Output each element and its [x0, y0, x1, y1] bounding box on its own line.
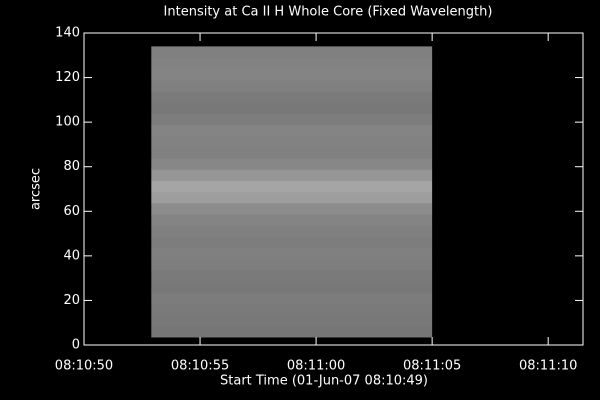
image-row — [151, 180, 433, 193]
image-row — [151, 146, 433, 159]
image-row — [151, 314, 433, 327]
y-tick-label: 40 — [63, 248, 80, 263]
x-tick-label: 08:11:00 — [287, 359, 345, 374]
y-tick-label: 20 — [63, 293, 80, 308]
image-row — [151, 247, 433, 260]
x-tick-label: 08:10:50 — [55, 359, 113, 374]
image-row — [151, 169, 433, 181]
image-row — [151, 191, 433, 204]
image-row — [151, 113, 433, 126]
image-row — [151, 46, 433, 59]
y-tick-label: 140 — [55, 26, 80, 41]
image-row — [151, 258, 433, 271]
y-axis-label: arcsec — [29, 168, 44, 210]
x-tick-label: 08:11:05 — [403, 359, 461, 374]
image-row — [151, 135, 433, 148]
image-row — [151, 79, 433, 92]
x-tick-label: 08:10:55 — [171, 359, 229, 374]
image-row — [151, 225, 433, 237]
image-row — [151, 236, 433, 249]
image-row — [151, 158, 433, 170]
image-row — [151, 57, 433, 70]
image-row — [151, 124, 433, 137]
plot-frame — [83, 32, 584, 346]
image-row — [151, 269, 433, 282]
y-tick-label: 0 — [72, 338, 80, 353]
image-row — [151, 303, 433, 316]
image-row — [151, 325, 433, 338]
x-axis-label: Start Time (01-Jun-07 08:10:49) — [220, 374, 428, 389]
y-tick-label: 60 — [63, 204, 80, 219]
image-row — [151, 91, 433, 103]
x-tick-label: 08:11:10 — [519, 359, 577, 374]
y-tick-label: 120 — [55, 70, 80, 85]
chart-title: Intensity at Ca II H Whole Core (Fixed W… — [164, 5, 493, 20]
image-row — [151, 292, 433, 304]
image-row — [151, 281, 433, 293]
y-tick-label: 100 — [55, 115, 80, 130]
image-row — [151, 202, 433, 215]
image-row — [151, 102, 433, 114]
image-row — [151, 214, 433, 226]
y-tick-label: 80 — [63, 159, 80, 174]
image-row — [151, 68, 433, 81]
